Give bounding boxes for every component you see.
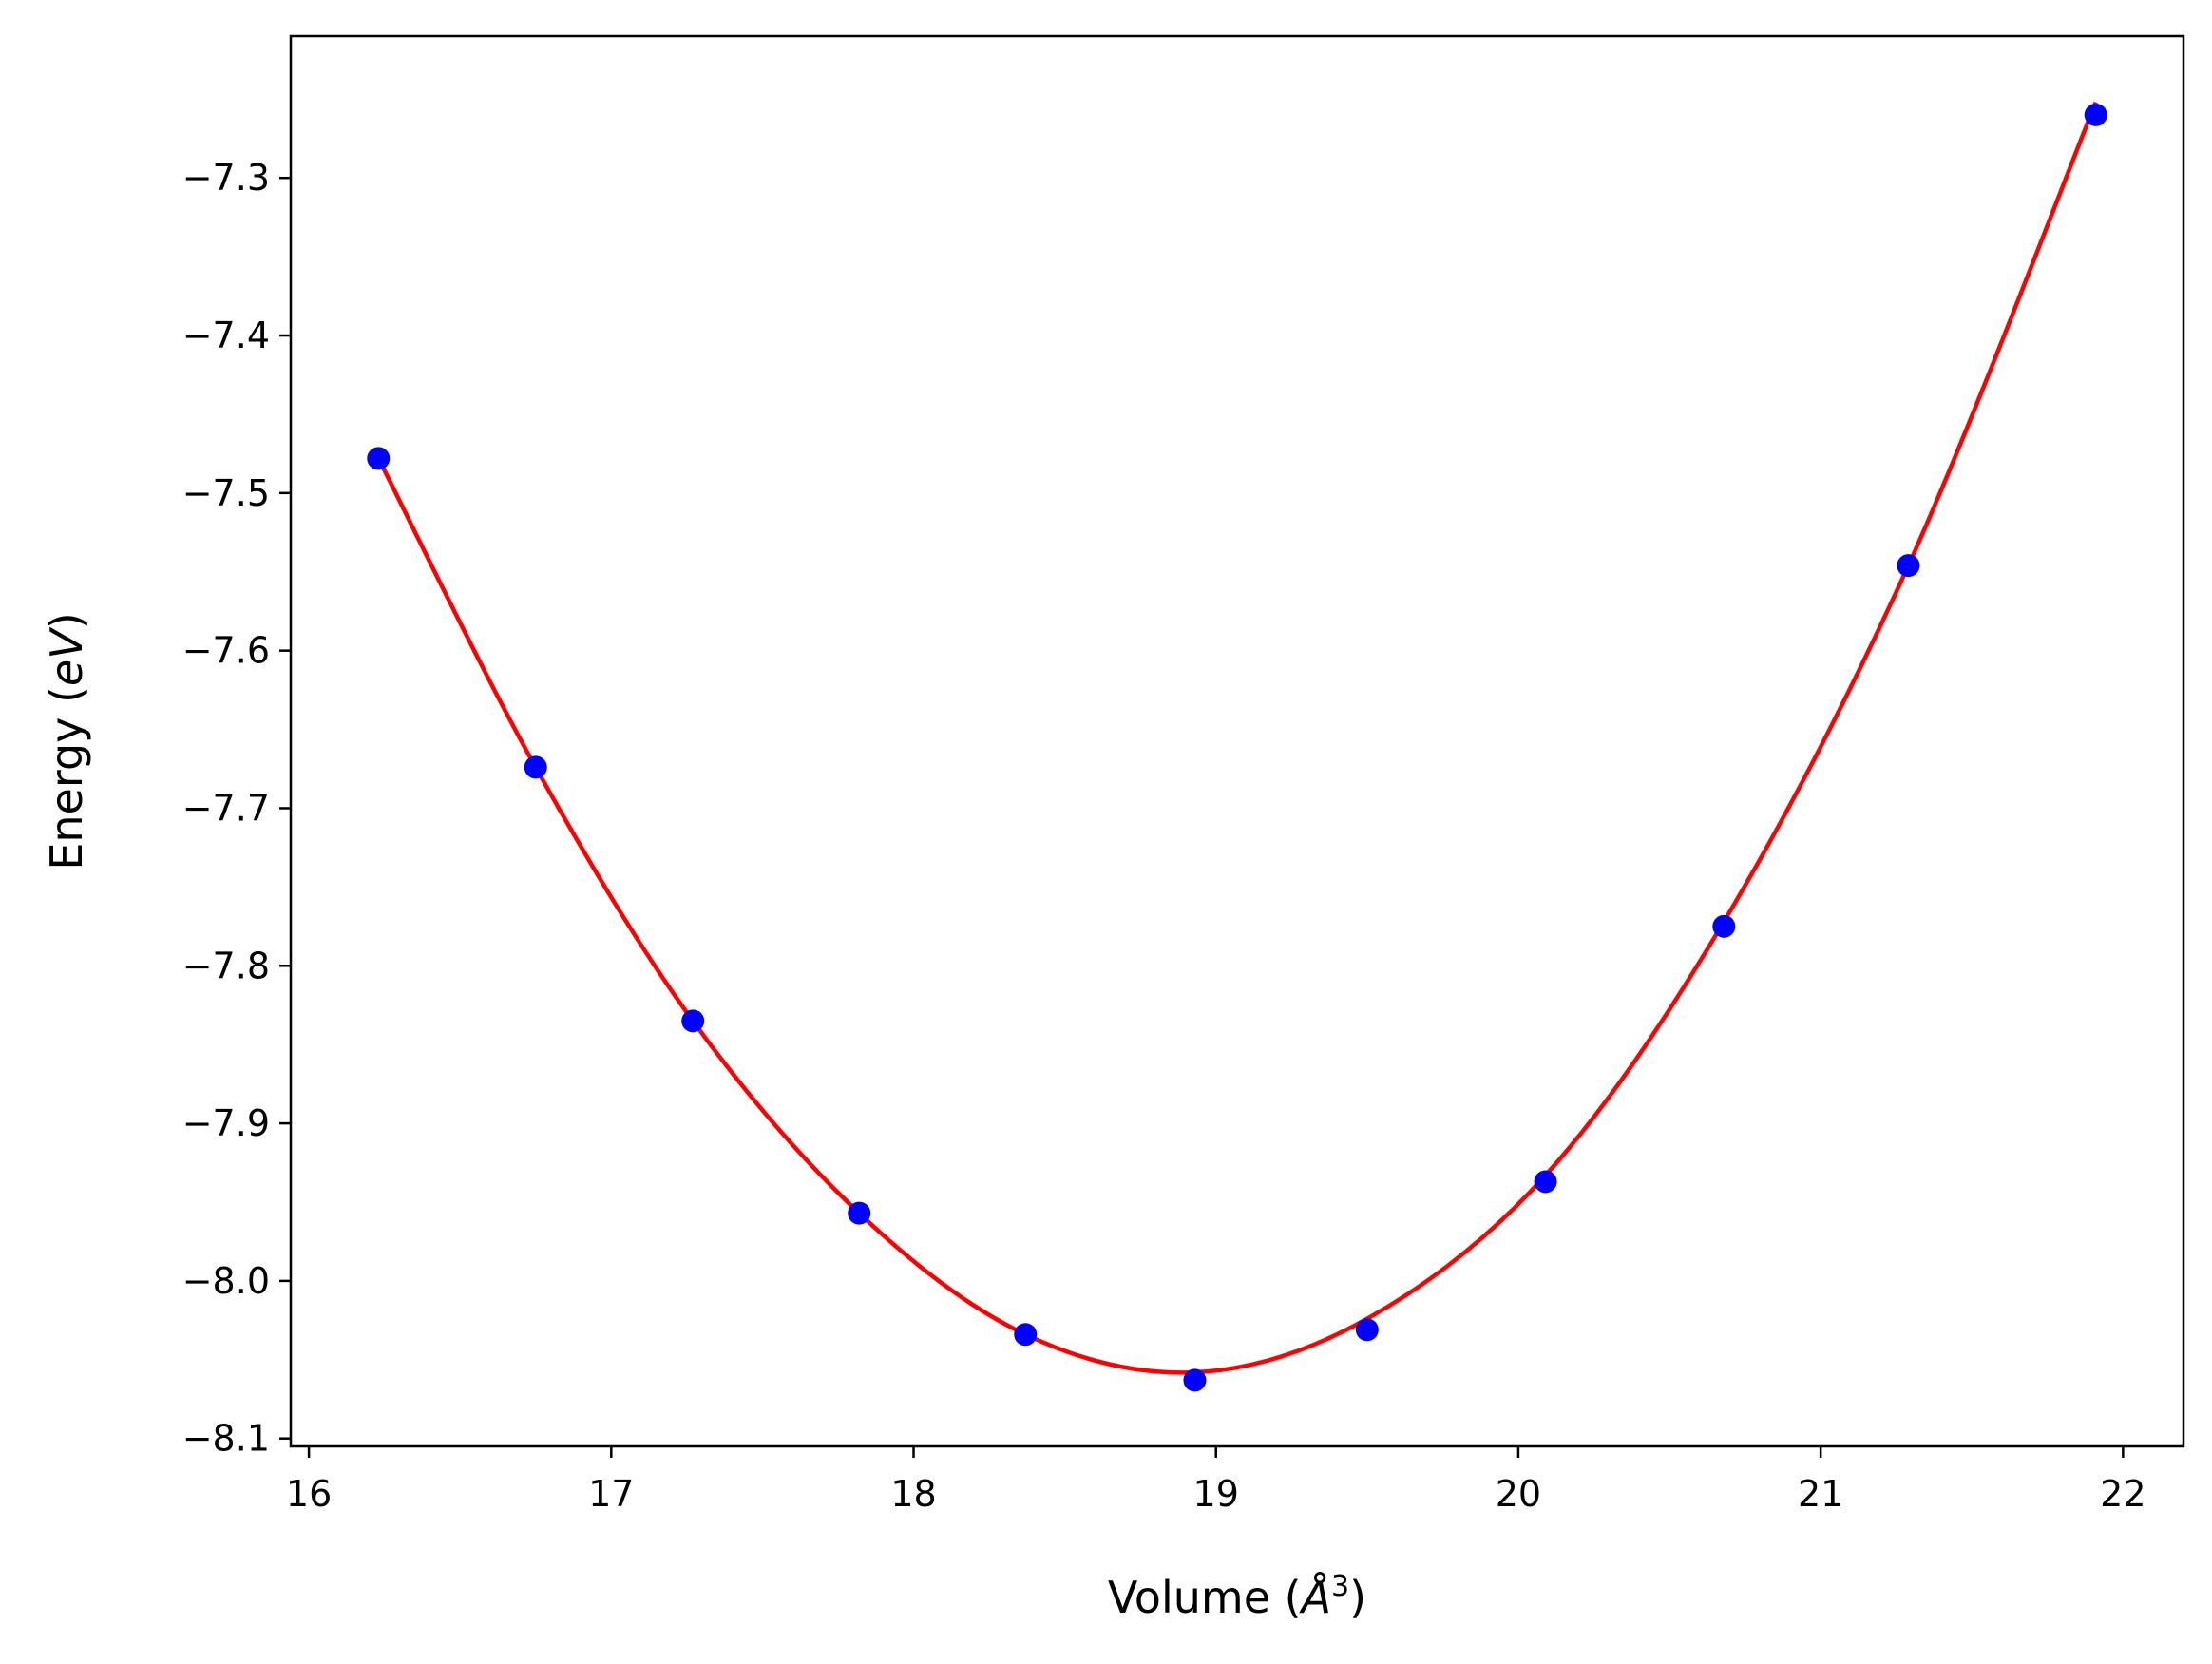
data-point bbox=[367, 447, 391, 470]
data-point bbox=[1355, 1318, 1379, 1342]
y-tick-label: −7.5 bbox=[182, 472, 270, 514]
plot-area bbox=[291, 36, 2183, 1446]
x-tick-label: 16 bbox=[286, 1473, 332, 1515]
x-tick-label: 21 bbox=[1798, 1473, 1843, 1515]
data-point bbox=[2084, 103, 2107, 126]
fit-curve-line bbox=[376, 101, 2098, 1375]
x-tick-label: 19 bbox=[1193, 1473, 1239, 1515]
y-tick-label: −8.0 bbox=[182, 1260, 270, 1302]
data-point bbox=[1534, 1170, 1557, 1194]
y-tick-label: −8.1 bbox=[182, 1418, 270, 1460]
x-axis: 16 17 18 19 20 21 22 bbox=[286, 1446, 2146, 1515]
y-axis-label: Energy (eV) bbox=[41, 612, 92, 870]
data-points bbox=[367, 103, 2107, 1392]
data-point bbox=[1897, 554, 1920, 578]
data-point bbox=[848, 1201, 871, 1225]
y-axis: −8.1 −8.0 −7.9 −7.8 −7.7 −7.6 −7.5 −7.4 −7.3 bbox=[182, 157, 291, 1460]
y-tick-label: −7.8 bbox=[182, 945, 270, 986]
plot-frame bbox=[289, 34, 2185, 1448]
y-tick-label: −7.7 bbox=[182, 787, 270, 829]
data-point bbox=[1183, 1368, 1207, 1392]
data-point bbox=[1014, 1323, 1038, 1347]
x-tick-label: 22 bbox=[2100, 1473, 2145, 1515]
x-tick-label: 17 bbox=[588, 1473, 634, 1515]
y-tick-label: −7.6 bbox=[182, 630, 270, 672]
data-point bbox=[1712, 914, 1736, 938]
y-tick-label: −7.9 bbox=[182, 1102, 270, 1144]
data-point bbox=[524, 755, 547, 779]
x-axis-label: Volume (Å3) bbox=[1108, 1570, 1366, 1623]
x-tick-label: 20 bbox=[1496, 1473, 1541, 1515]
data-point bbox=[681, 1009, 705, 1033]
y-tick-label: −7.4 bbox=[182, 315, 270, 356]
y-tick-label: −7.3 bbox=[182, 157, 270, 199]
x-tick-label: 18 bbox=[890, 1473, 936, 1515]
